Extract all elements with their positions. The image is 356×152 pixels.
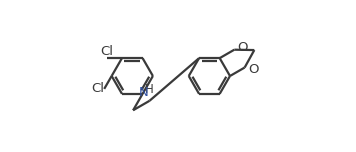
Text: Cl: Cl — [91, 82, 104, 95]
Text: N: N — [139, 86, 149, 99]
Text: H: H — [145, 83, 154, 96]
Text: Cl: Cl — [101, 45, 114, 58]
Text: O: O — [237, 41, 248, 54]
Text: O: O — [248, 63, 258, 76]
